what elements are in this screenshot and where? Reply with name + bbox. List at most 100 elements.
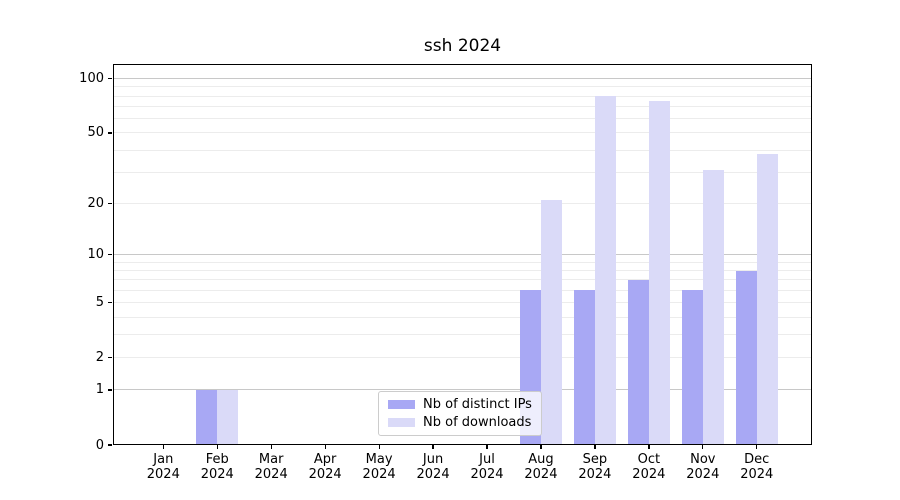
x-tick-label: May 2024 bbox=[349, 452, 409, 482]
x-tick-mark bbox=[648, 445, 650, 449]
bar-distinct-ips bbox=[196, 389, 218, 445]
y-tick-label: 0 bbox=[95, 437, 104, 453]
month-label: Mar bbox=[258, 452, 284, 467]
x-tick-label: Dec 2024 bbox=[727, 452, 787, 482]
x-tick-label: Sep 2024 bbox=[565, 452, 625, 482]
gridline-major bbox=[113, 78, 812, 80]
month-label: Dec bbox=[744, 452, 770, 467]
bar-distinct-ips bbox=[681, 290, 703, 445]
x-tick-mark bbox=[486, 445, 488, 449]
x-tick-mark bbox=[702, 445, 704, 449]
y-tick-label: 1 bbox=[95, 382, 104, 398]
x-tick-label: Mar 2024 bbox=[241, 452, 301, 482]
year-label: 2024 bbox=[254, 467, 288, 482]
x-tick-mark bbox=[756, 445, 758, 449]
month-label: Aug bbox=[528, 452, 554, 467]
x-tick-mark bbox=[594, 445, 596, 449]
gridline-minor bbox=[113, 118, 812, 120]
x-tick-mark bbox=[162, 445, 164, 449]
gridline-minor bbox=[113, 171, 812, 173]
month-label: Feb bbox=[205, 452, 229, 467]
y-tick-mark bbox=[108, 357, 112, 359]
bar-distinct-ips bbox=[573, 290, 595, 445]
y-tick-label: 2 bbox=[95, 350, 104, 366]
chart-title: ssh 2024 bbox=[423, 36, 502, 56]
bar-downloads bbox=[594, 96, 616, 445]
bar-downloads bbox=[217, 389, 239, 445]
gridline-minor bbox=[113, 149, 812, 151]
legend-swatch bbox=[388, 400, 415, 409]
bar-downloads bbox=[702, 169, 724, 445]
gridline-minor bbox=[113, 202, 812, 204]
year-label: 2024 bbox=[416, 467, 450, 482]
gridline-minor bbox=[113, 261, 812, 263]
bar-distinct-ips bbox=[735, 270, 757, 445]
year-label: 2024 bbox=[632, 467, 666, 482]
legend-label: Nb of distinct IPs bbox=[423, 397, 532, 412]
x-tick-label: Jun 2024 bbox=[403, 452, 463, 482]
x-tick-label: Oct 2024 bbox=[619, 452, 679, 482]
x-tick-label: Apr 2024 bbox=[295, 452, 355, 482]
y-tick-mark bbox=[108, 77, 112, 80]
year-label: 2024 bbox=[686, 467, 720, 482]
gridline-major bbox=[113, 389, 812, 391]
month-label: Apr bbox=[313, 452, 337, 467]
gridline-minor bbox=[113, 279, 812, 281]
gridline-minor bbox=[113, 95, 812, 97]
x-tick-label: Nov 2024 bbox=[673, 452, 733, 482]
x-tick-mark bbox=[378, 445, 380, 449]
year-label: 2024 bbox=[308, 467, 342, 482]
gridline-minor bbox=[113, 270, 812, 272]
year-label: 2024 bbox=[146, 467, 180, 482]
bar-downloads bbox=[540, 199, 562, 445]
month-label: Sep bbox=[582, 452, 608, 467]
bar-downloads bbox=[648, 101, 670, 445]
gridline-minor bbox=[113, 289, 812, 291]
y-tick-label: 5 bbox=[95, 295, 104, 311]
month-label: Jun bbox=[422, 452, 444, 467]
gridline-minor bbox=[113, 132, 812, 134]
x-tick-label: Jul 2024 bbox=[457, 452, 517, 482]
y-tick-label: 20 bbox=[87, 195, 104, 211]
year-label: 2024 bbox=[200, 467, 234, 482]
y-tick-label: 50 bbox=[87, 125, 104, 141]
gridline-major bbox=[113, 254, 812, 256]
x-tick-label: Feb 2024 bbox=[187, 452, 247, 482]
gridline-minor bbox=[113, 106, 812, 108]
legend-entry: Nb of downloads bbox=[379, 415, 541, 430]
x-tick-mark bbox=[432, 445, 434, 449]
y-tick-mark bbox=[108, 302, 112, 304]
x-tick-mark bbox=[540, 445, 542, 449]
legend-entry: Nb of distinct IPs bbox=[379, 397, 541, 412]
y-tick-label: 10 bbox=[87, 247, 104, 263]
plot-area: Nb of distinct IPs Nb of downloads bbox=[113, 64, 812, 445]
legend-label: Nb of downloads bbox=[423, 415, 532, 430]
gridline-minor bbox=[113, 316, 812, 318]
y-tick-mark bbox=[108, 202, 112, 204]
y-tick-mark bbox=[108, 444, 112, 446]
x-tick-label: Jan 2024 bbox=[133, 452, 193, 482]
x-tick-label: Aug 2024 bbox=[511, 452, 571, 482]
bar-downloads bbox=[756, 154, 778, 445]
x-tick-mark bbox=[216, 445, 218, 449]
legend: Nb of distinct IPs Nb of downloads bbox=[378, 391, 542, 436]
legend-swatch bbox=[388, 418, 415, 427]
year-label: 2024 bbox=[362, 467, 396, 482]
bar-distinct-ips bbox=[627, 279, 649, 445]
y-tick-mark bbox=[108, 132, 112, 134]
y-tick-label: 100 bbox=[79, 71, 104, 87]
month-label: Jul bbox=[479, 452, 495, 467]
year-label: 2024 bbox=[524, 467, 558, 482]
year-label: 2024 bbox=[470, 467, 504, 482]
gridline-minor bbox=[113, 302, 812, 304]
year-label: 2024 bbox=[740, 467, 774, 482]
month-label: Nov bbox=[690, 452, 716, 467]
gridline-minor bbox=[113, 357, 812, 359]
month-label: Oct bbox=[637, 452, 661, 467]
x-tick-mark bbox=[270, 445, 272, 449]
gridline-minor bbox=[113, 86, 812, 88]
y-tick-mark bbox=[108, 389, 112, 391]
year-label: 2024 bbox=[578, 467, 612, 482]
gridline-minor bbox=[113, 334, 812, 336]
